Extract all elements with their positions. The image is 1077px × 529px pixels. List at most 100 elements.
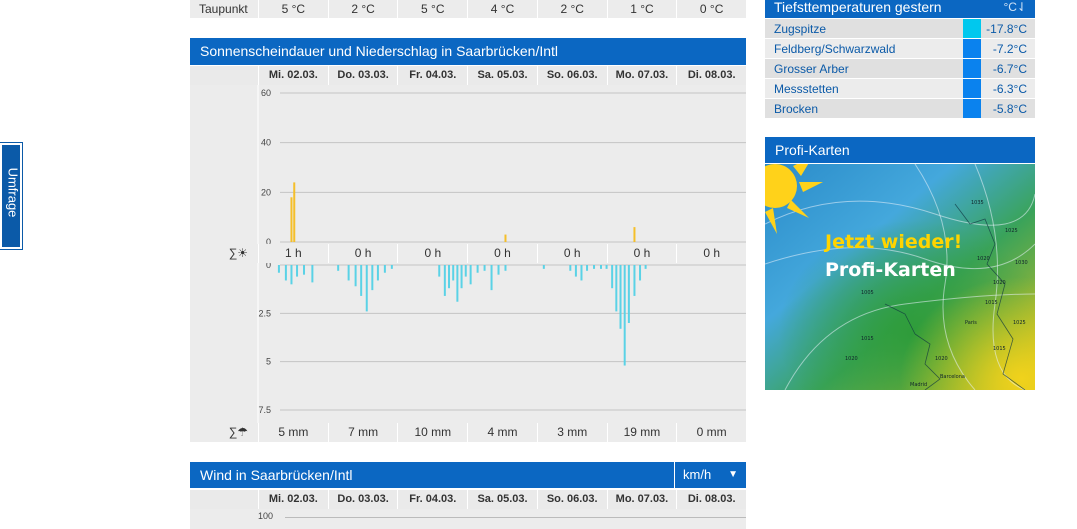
min-temp-row[interactable]: Zugspitze -17.8°C: [765, 19, 1035, 39]
dewpoint-value: 1 °C: [606, 0, 677, 18]
day-label: Mi. 02.03.: [258, 66, 328, 85]
precipitation-bar: [290, 265, 293, 285]
precipitation-bar: [504, 265, 507, 271]
station-name[interactable]: Zugspitze: [774, 22, 827, 36]
day-label: Mo. 07.03.: [606, 66, 677, 85]
sunshine-sum: 0 h: [327, 244, 398, 263]
temp-color-swatch: [963, 39, 981, 58]
min-temp-list: Zugspitze -17.8°C Feldberg/Schwarzwald -…: [765, 19, 1035, 119]
precipitation-sum: 4 mm: [467, 423, 537, 442]
wind-chart: 100: [190, 509, 746, 529]
temp-color-swatch: [963, 19, 981, 38]
precipitation-bar: [476, 265, 479, 273]
dewpoint-value: 4 °C: [467, 0, 537, 18]
sunshine-bar: [290, 197, 293, 242]
city-label: Paris: [965, 320, 977, 326]
precipitation-bar: [311, 265, 314, 283]
wind-panel: Wind in Saarbrücken/Intl km/h ▼ Mi. 02.0…: [190, 462, 746, 529]
city-label: Madrid: [910, 382, 927, 388]
survey-side-tab-label: Umfrage: [5, 167, 21, 218]
min-temp-title-bar: Tiefsttemperaturen gestern °C⇃: [765, 0, 1035, 18]
y-tick-label: 2.5: [258, 308, 271, 318]
precipitation-bar: [605, 265, 608, 269]
station-temp: -7.2°C: [992, 42, 1027, 56]
precipitation-bar: [460, 265, 463, 289]
dewpoint-value: 2 °C: [327, 0, 398, 18]
station-name[interactable]: Brocken: [774, 102, 819, 116]
day-label: So. 06.03.: [536, 66, 607, 85]
wind-unit-value: km/h: [683, 467, 712, 482]
min-temp-row[interactable]: Messstetten -6.3°C: [765, 79, 1035, 99]
precipitation-bar: [443, 265, 446, 296]
precipitation-bar: [497, 265, 500, 275]
station-name[interactable]: Messstetten: [774, 82, 839, 96]
y-tick-label: 7.5: [258, 405, 271, 415]
min-temp-row[interactable]: Feldberg/Schwarzwald -7.2°C: [765, 39, 1035, 59]
min-temp-row[interactable]: Brocken -5.8°C: [765, 99, 1035, 119]
station-temp: -5.8°C: [992, 102, 1027, 116]
precipitation-bar: [448, 265, 451, 289]
sunshine-sum: 0 h: [397, 244, 467, 263]
pressure-label: 1035: [971, 200, 984, 206]
precipitation-bar: [483, 265, 486, 271]
dewpoint-row: Taupunkt 5 °C 2 °C 5 °C 4 °C 2 °C 1 °C 0…: [190, 0, 746, 18]
sunshine-bar: [633, 227, 636, 242]
chevron-down-icon: ▼: [728, 469, 738, 480]
station-temp: -6.3°C: [992, 82, 1027, 96]
precipitation-bar: [574, 265, 577, 277]
y-tick-label: 0: [266, 263, 271, 270]
pressure-label: 1020: [977, 256, 990, 262]
profi-headline-1: Jetzt wieder!: [823, 231, 962, 253]
precipitation-bar: [284, 265, 287, 281]
sunshine-sum-label: ∑☀: [228, 246, 248, 260]
station-name[interactable]: Grosser Arber: [774, 62, 849, 76]
precipitation-bar: [623, 265, 626, 366]
sun-rain-title: Sonnenscheindauer und Niederschlag in Sa…: [190, 38, 746, 65]
min-temp-row[interactable]: Grosser Arber -6.7°C: [765, 59, 1035, 79]
precipitation-bar: [303, 265, 306, 275]
precipitation-bar: [438, 265, 441, 277]
precipitation-bar: [619, 265, 622, 329]
sunshine-bar: [504, 234, 507, 242]
sunshine-bar: [293, 182, 296, 242]
survey-side-tab[interactable]: Umfrage: [0, 143, 22, 249]
precipitation-sum: 10 mm: [397, 423, 467, 442]
pressure-label: 1015: [861, 336, 874, 342]
station-temp: -6.7°C: [992, 62, 1027, 76]
precipitation-bar: [277, 265, 280, 273]
y-tick-label: 0: [266, 237, 271, 244]
wind-y-tick: 100: [258, 511, 274, 521]
precipitation-bar: [456, 265, 459, 302]
precipitation-bar: [611, 265, 614, 289]
precipitation-bar: [347, 265, 350, 281]
dewpoint-value: 2 °C: [536, 0, 607, 18]
precipitation-bar: [371, 265, 374, 291]
temp-color-swatch: [963, 59, 981, 78]
pressure-label: 1025: [1013, 320, 1026, 326]
day-header-row: Mi. 02.03. Do. 03.03. Fr. 04.03. Sa. 05.…: [190, 66, 746, 85]
pressure-label: 1005: [861, 290, 874, 296]
precipitation-sum-label: ∑☂: [228, 425, 248, 439]
sort-unit-icon[interactable]: °C⇃: [1003, 0, 1027, 14]
sunshine-sum-row: ∑☀ 1 h 0 h 0 h 0 h 0 h 0 h 0 h: [190, 244, 746, 263]
precipitation-bar: [615, 265, 618, 312]
temp-color-swatch: [963, 99, 981, 118]
station-name[interactable]: Feldberg/Schwarzwald: [774, 42, 896, 56]
day-label: Fr. 04.03.: [397, 490, 467, 509]
min-temp-title: Tiefsttemperaturen gestern: [774, 0, 942, 15]
precipitation-bar: [586, 265, 589, 271]
precipitation-bar: [644, 265, 647, 269]
dewpoint-value: 5 °C: [258, 0, 328, 18]
pressure-label: 1030: [1015, 260, 1028, 266]
precipitation-bar: [390, 265, 393, 269]
sunshine-sum: 0 h: [676, 244, 746, 263]
sun-rain-panel: Sonnenscheindauer und Niederschlag in Sa…: [190, 38, 746, 442]
station-temp: -17.8°C: [986, 22, 1027, 36]
day-label: Mi. 02.03.: [258, 490, 328, 509]
precipitation-bar: [569, 265, 572, 271]
precipitation-sum-row: ∑☂ 5 mm 7 mm 10 mm 4 mm 3 mm 19 mm 0 mm: [190, 423, 746, 442]
sunshine-sum: 0 h: [536, 244, 607, 263]
profi-maps-banner[interactable]: Jetzt wieder! Profi-Karten 1035 1020 102…: [765, 164, 1035, 390]
wind-unit-select[interactable]: km/h ▼: [674, 462, 746, 488]
precipitation-bar: [580, 265, 583, 281]
